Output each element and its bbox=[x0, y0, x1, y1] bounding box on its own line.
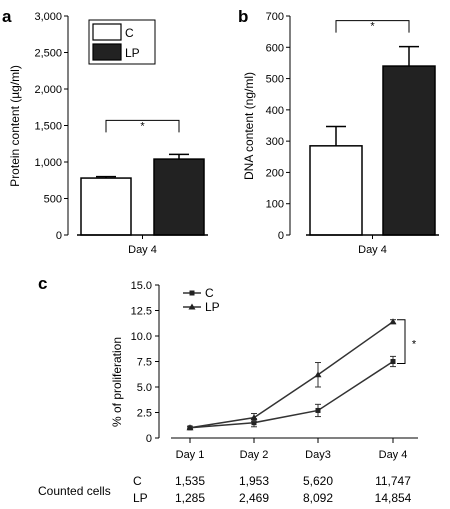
counted-cells-title: Counted cells bbox=[38, 484, 111, 498]
panel-c-y-tick-label: 5.0 bbox=[137, 382, 152, 394]
panel-b-x-tick-label: Day 4 bbox=[358, 244, 387, 256]
panel-letter-a: a bbox=[2, 7, 12, 26]
panel-a-legend: C LP bbox=[88, 19, 156, 65]
counted-cells-row-label: LP bbox=[133, 491, 148, 505]
counted-cells-table: Counted cells C 1,535 1,953 5,620 11,747 LP 1,2… bbox=[38, 474, 412, 505]
panel-b-y-tick-label: 100 bbox=[266, 199, 284, 211]
panel-c-point-lp bbox=[250, 414, 258, 421]
panel-c-chart: 0 2.5 5.0 7.5 10.0 12.5 15.0 Day 1 Day 2 Day3 Day … bbox=[131, 280, 418, 461]
legend-label-c: C bbox=[125, 26, 134, 40]
counted-cells-value: 1,953 bbox=[239, 474, 269, 488]
panel-c-point-lp bbox=[314, 371, 322, 378]
panel-b-significance-star: * bbox=[370, 21, 375, 33]
panel-c-significance-bracket bbox=[397, 319, 406, 364]
panel-a-y-tick-label: 500 bbox=[44, 194, 62, 206]
panel-b-y-tick-label: 300 bbox=[266, 136, 284, 148]
legend-label-lp: LP bbox=[205, 300, 220, 314]
legend-swatch-lp bbox=[92, 43, 122, 61]
panel-a-bar-lp bbox=[153, 158, 205, 236]
panel-b-y-tick-label: 700 bbox=[266, 11, 284, 23]
panel-c-significance-star: * bbox=[412, 339, 417, 351]
panel-a-significance-star: * bbox=[140, 120, 145, 132]
panel-b-y-tick-label: 400 bbox=[266, 105, 284, 117]
panel-c-point-c bbox=[315, 407, 321, 413]
panel-b-y-tick-label: 600 bbox=[266, 42, 284, 54]
counted-cells-value: 14,854 bbox=[375, 491, 412, 505]
panel-a-x-tick-label: Day 4 bbox=[128, 244, 157, 256]
panel-c-y-tick-label: 7.5 bbox=[137, 357, 152, 369]
panel-c-point-lp bbox=[186, 424, 194, 431]
legend-swatch-c bbox=[92, 23, 122, 41]
panel-c-x-tick-label: Day3 bbox=[305, 449, 331, 461]
panel-c-y-tick-label: 15.0 bbox=[131, 280, 152, 292]
panel-a-bar-c bbox=[80, 177, 132, 236]
panel-c-point-lp bbox=[389, 318, 397, 325]
panel-c-y-tick-label: 0 bbox=[146, 433, 152, 445]
panel-a-y-axis-label: Protein content (µg/ml) bbox=[8, 65, 22, 187]
counted-cells-value: 11,747 bbox=[375, 474, 411, 488]
panel-b-y-axis-label: DNA content (ng/ml) bbox=[242, 72, 256, 180]
panel-c-line-lp bbox=[189, 321, 394, 429]
panel-c-y-axis-label: % of proliferation bbox=[110, 337, 124, 427]
panel-c-y-tick-label: 12.5 bbox=[131, 306, 152, 318]
panel-b-chart: 0 100 200 300 400 500 600 700 Day 4 * bbox=[266, 11, 439, 256]
counted-cells-value: 2,469 bbox=[239, 491, 269, 505]
panel-a-y-tick-label: 1,000 bbox=[34, 157, 62, 169]
panel-b-bar-lp bbox=[382, 65, 436, 236]
panel-c-legend: CLP bbox=[183, 286, 220, 314]
legend-label-lp: LP bbox=[125, 46, 140, 60]
counted-cells-value: 8,092 bbox=[303, 491, 333, 505]
panel-a-y-tick-label: 2,500 bbox=[34, 48, 62, 60]
panel-c-y-tick-label: 10.0 bbox=[131, 331, 152, 343]
panel-a-y-tick-label: 2,000 bbox=[34, 84, 62, 96]
counted-cells-value: 5,620 bbox=[303, 474, 333, 488]
panel-c-x-tick-label: Day 1 bbox=[176, 449, 205, 461]
panel-b-significance-bracket bbox=[335, 20, 410, 33]
panel-c-point-c bbox=[390, 359, 396, 364]
legend-marker-lp bbox=[188, 303, 196, 310]
panel-c-x-tick-label: Day 4 bbox=[379, 449, 408, 461]
panel-c-line-c bbox=[189, 360, 394, 429]
panel-c-point-c bbox=[251, 420, 257, 426]
panel-letter-b: b bbox=[238, 7, 248, 26]
panel-a-y-tick-label: 0 bbox=[56, 230, 62, 242]
panel-c-y-tick-label: 2.5 bbox=[137, 408, 152, 420]
panel-b-y-tick-label: 500 bbox=[266, 74, 284, 86]
counted-cells-value: 1,285 bbox=[175, 491, 205, 505]
panel-a-significance-bracket bbox=[105, 119, 180, 133]
panel-c-x-tick-label: Day 2 bbox=[240, 449, 269, 461]
panel-a-y-tick-label: 1,500 bbox=[34, 121, 62, 133]
panel-b-y-tick-label: 200 bbox=[266, 167, 284, 179]
counted-cells-value: 1,535 bbox=[175, 474, 205, 488]
panel-a-chart: 0 500 1,000 1,500 2,000 2,500 3,000 Day 4 * C LP bbox=[34, 11, 208, 256]
legend-marker-c bbox=[189, 290, 195, 296]
counted-cells-row-label: C bbox=[133, 474, 142, 488]
legend-label-c: C bbox=[205, 286, 214, 300]
panel-b-bar-c bbox=[309, 145, 363, 236]
panel-letter-c: c bbox=[38, 274, 47, 293]
panel-a-y-tick-label: 3,000 bbox=[34, 11, 62, 23]
panel-b-y-tick-label: 0 bbox=[278, 230, 284, 242]
